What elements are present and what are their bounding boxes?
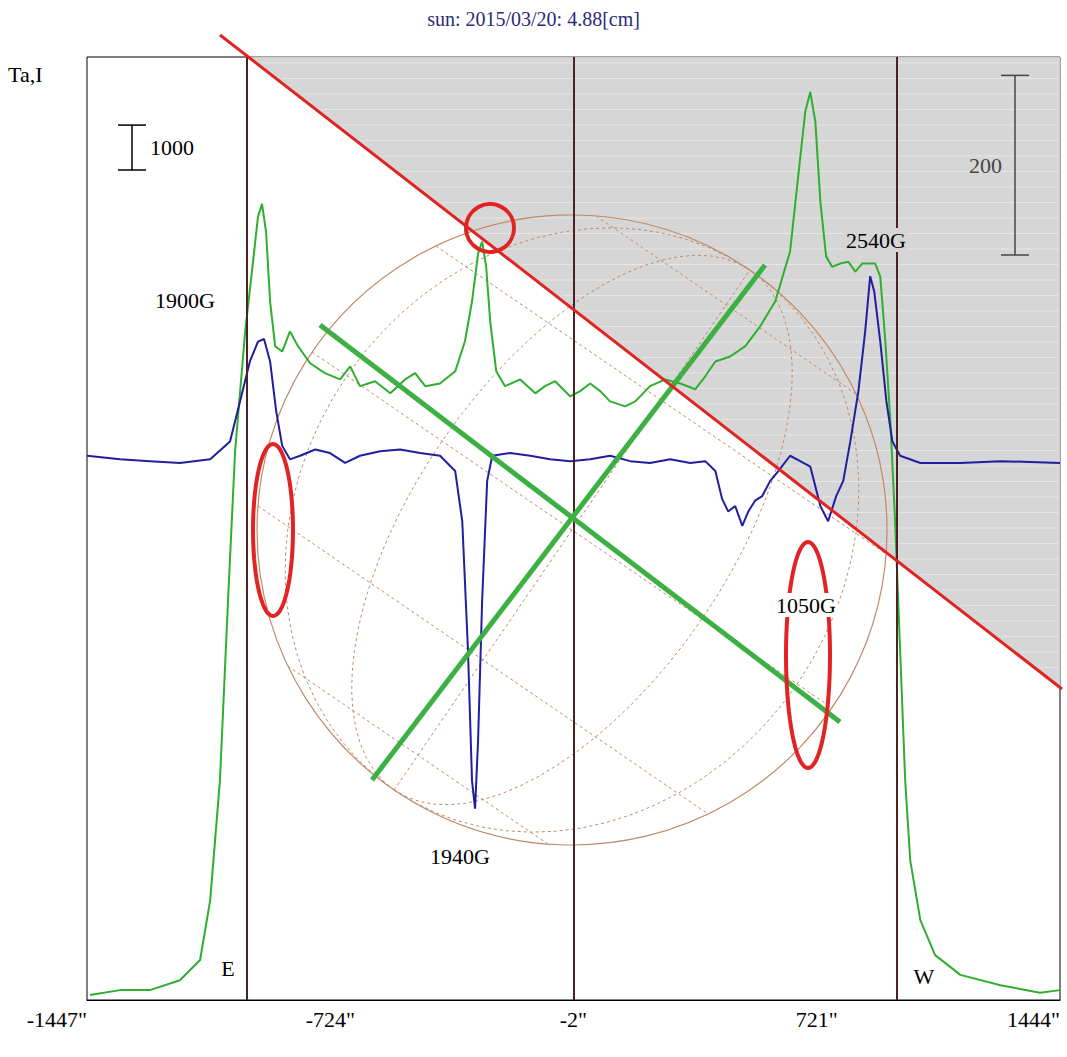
svg-text:E: E <box>221 956 234 981</box>
svg-text:-2": -2" <box>560 1007 587 1032</box>
svg-text:Ta,I: Ta,I <box>8 62 43 87</box>
svg-text:sun: 2015/03/20: 4.88[cm]: sun: 2015/03/20: 4.88[cm] <box>427 8 640 30</box>
svg-text:1900G: 1900G <box>155 288 215 313</box>
svg-text:721": 721" <box>796 1007 838 1032</box>
svg-text:1000: 1000 <box>150 135 194 160</box>
svg-text:-1447": -1447" <box>27 1007 87 1032</box>
svg-text:1940G: 1940G <box>430 844 490 869</box>
svg-text:W: W <box>914 964 935 989</box>
svg-text:1444": 1444" <box>1007 1007 1060 1032</box>
svg-text:-724": -724" <box>306 1007 355 1032</box>
svg-text:1050G: 1050G <box>776 593 836 618</box>
svg-text:200: 200 <box>969 153 1002 178</box>
svg-text:2540G: 2540G <box>846 228 906 253</box>
